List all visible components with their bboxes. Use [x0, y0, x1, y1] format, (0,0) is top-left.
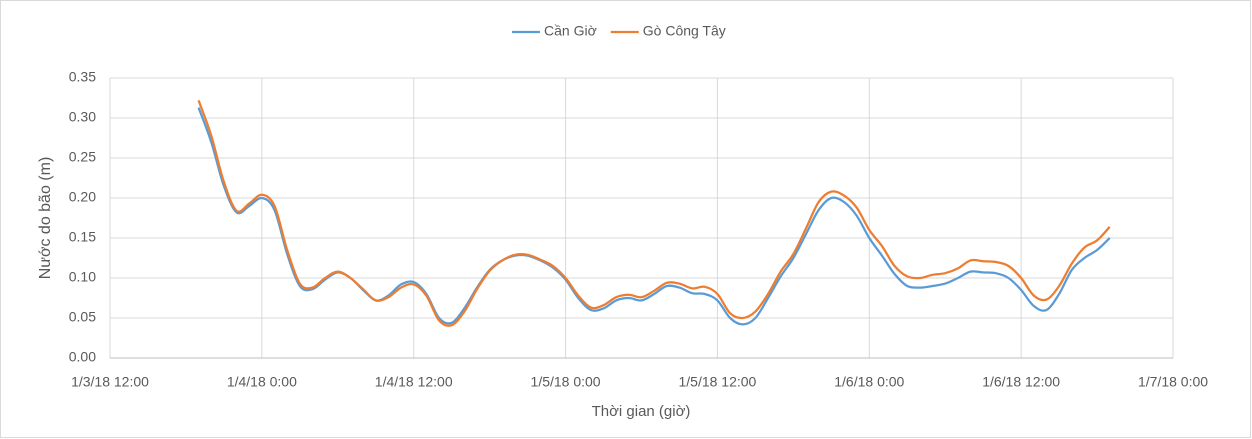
x-tick-label: 1/3/18 12:00	[71, 374, 149, 390]
x-tick-label: 1/4/18 12:00	[375, 374, 453, 390]
y-tick-label: 0.35	[69, 69, 96, 85]
legend-label: Cần Giờ	[544, 23, 597, 39]
y-tick-label: 0.30	[69, 109, 96, 125]
legend-label: Gò Công Tây	[643, 23, 726, 39]
y-tick-label: 0.10	[69, 269, 96, 285]
series-line	[197, 100, 1111, 327]
y-tick-label: 0.20	[69, 189, 96, 205]
x-tick-label: 1/5/18 0:00	[531, 374, 601, 390]
y-tick-label: 0.00	[69, 349, 96, 365]
y-tick-label: 0.05	[69, 309, 96, 325]
x-tick-label: 1/4/18 0:00	[227, 374, 297, 390]
x-tick-label: 1/6/18 12:00	[982, 374, 1060, 390]
x-tick-label: 1/7/18 0:00	[1138, 374, 1208, 390]
x-tick-label: 1/6/18 0:00	[834, 374, 904, 390]
y-tick-label: 0.25	[69, 149, 96, 165]
y-tick-label: 0.15	[69, 229, 96, 245]
x-axis-label: Thời gian (giờ)	[592, 403, 691, 420]
x-tick-label: 1/5/18 12:00	[678, 374, 756, 390]
y-axis-label: Nước do bão (m)	[37, 157, 54, 280]
